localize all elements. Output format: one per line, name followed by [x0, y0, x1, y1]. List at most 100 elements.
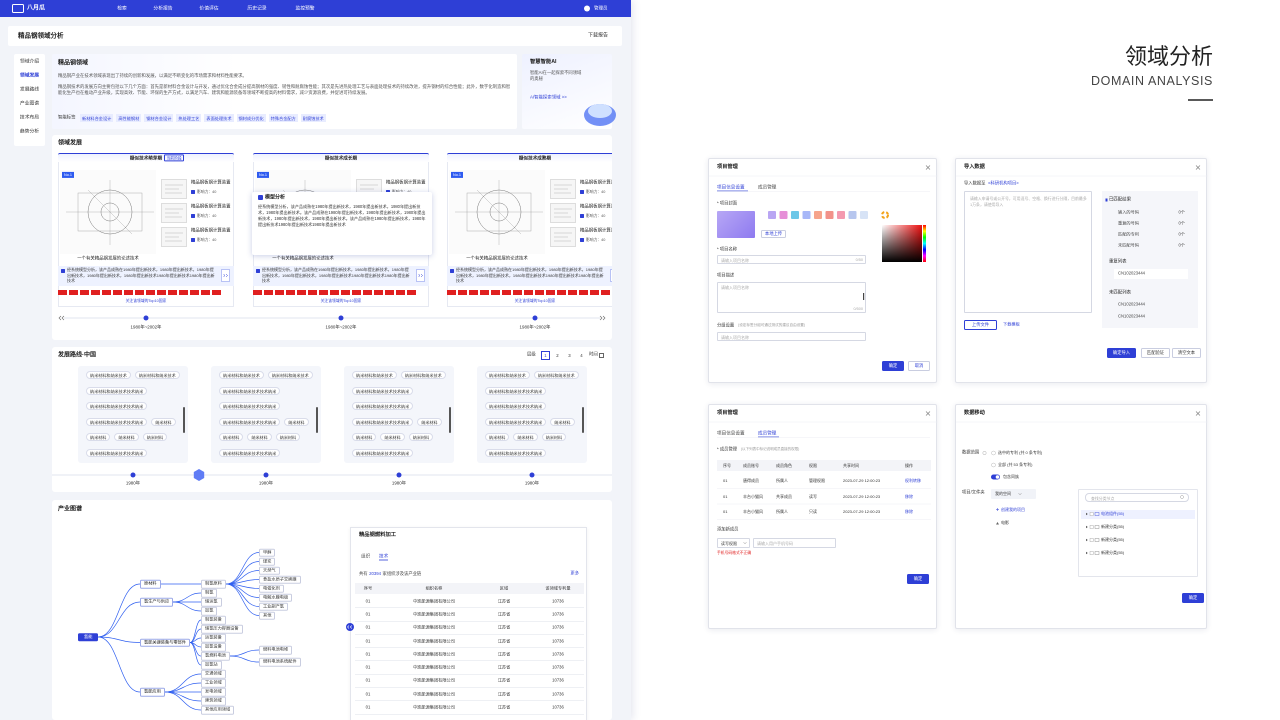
map-node: 食盐水质子交换膜 [259, 575, 301, 584]
tab[interactable]: 成员管理 [758, 183, 777, 189]
upload-button[interactable]: 上传文件 [964, 320, 997, 330]
tab[interactable]: 成员管理 [758, 429, 777, 435]
more-button[interactable] [610, 269, 612, 282]
tab[interactable]: 项目信息设置 [717, 183, 745, 189]
route-tag: 纳米材料和纳米技术技术纳米 [219, 417, 281, 426]
plus-icon [996, 508, 999, 511]
row-action[interactable]: 移除 [905, 508, 913, 514]
page-button[interactable]: 4 [580, 352, 583, 358]
time-checkbox[interactable] [599, 352, 604, 358]
tree-node[interactable]: 新建分类(55) [1101, 549, 1125, 555]
textarea[interactable]: 请输入项目名称 [717, 282, 866, 313]
button[interactable]: 确定 [1182, 593, 1204, 603]
tree-node[interactable]: 新建分类(55) [1101, 536, 1125, 542]
project-item[interactable]: 电影 [1001, 519, 1009, 525]
menu-item[interactable]: 领域发展 [19, 73, 40, 79]
patent-thumb [161, 227, 187, 247]
menu-item[interactable]: 技术布局 [19, 115, 40, 121]
switch-label[interactable]: 包含同族 [1003, 473, 1019, 479]
tag-row: 纳米材料和纳米技术技术纳米 [219, 386, 314, 395]
radio-label[interactable]: 全部 (共 53 条专利) [998, 461, 1033, 467]
intro-title: 精品钢领域 [58, 60, 89, 67]
patent-title: 精品钢板钢计算装置 [580, 227, 612, 233]
section-title: 领域发展 [58, 140, 83, 147]
cover-swatch [768, 211, 776, 219]
table-title: 精品钢燃料加工 [359, 532, 397, 539]
tag-row: 纳米材料和纳米技术技术纳米 [352, 448, 447, 457]
nav-item[interactable]: 检索 [117, 5, 127, 11]
tab[interactable]: 技术 [379, 553, 389, 559]
org-table-card: 精品钢燃料加工 组织 技术 共有 20394 家组织涉及该产业链 更多 序号 组织名称 区域 该领域… [350, 527, 587, 720]
input[interactable]: 请输入用户手机号码 [753, 538, 836, 548]
permission-select[interactable]: 读写权限 [717, 538, 750, 548]
route-tag: 纳米材料 [247, 433, 272, 441]
more-button[interactable] [221, 269, 230, 282]
menu-item[interactable]: 产业图谱 [19, 101, 40, 107]
textarea[interactable]: 请输入申请号或公开号，可用逗号、空格、换行进行分隔，目前最多1万条，请使用导入 [964, 191, 1092, 313]
upload-button[interactable]: 本地上传 [761, 230, 786, 238]
template-link[interactable]: 下载模板 [1003, 321, 1020, 327]
patent-title: 精品钢板钢计算装置 [386, 179, 426, 185]
tab[interactable]: 项目信息设置 [717, 429, 745, 435]
tree-node[interactable]: 新建分类(55) [1101, 523, 1125, 529]
button[interactable]: 取消 [908, 361, 930, 371]
countries-link[interactable]: 关注该领域的Top10国家 [514, 298, 556, 303]
user-name[interactable]: 管理员 [594, 5, 608, 11]
menu-item[interactable]: 领域介绍 [19, 59, 40, 65]
countries-link[interactable]: 关注该领域的Top10国家 [125, 298, 167, 303]
radio-label[interactable]: 选中的专利 (共 0 条专利) [998, 449, 1043, 455]
tag: 新材料合金设计 [80, 114, 114, 122]
table-cell: 所属人 [776, 477, 788, 483]
patent-impact: 影响力：40 [197, 189, 217, 194]
tree-node[interactable]: 电池组件(55) [1101, 510, 1125, 516]
analysis-box [253, 266, 429, 286]
button[interactable]: 确定 [907, 574, 929, 584]
nav-item[interactable]: 历史记录 [247, 5, 267, 11]
button[interactable]: 清空文本 [1172, 348, 1201, 358]
nav-item[interactable]: 分析报告 [153, 5, 173, 11]
color-wheel [881, 211, 889, 219]
row-action[interactable]: 权利转移 [905, 477, 921, 483]
nav-item[interactable]: 价值评估 [199, 5, 219, 11]
button[interactable]: 匹配验证 [1141, 348, 1170, 358]
search-box[interactable]: 查找分类节点 [1085, 493, 1189, 502]
map-link [225, 579, 260, 585]
tab[interactable]: 组织 [361, 553, 371, 559]
space-select[interactable]: 我的空间 [991, 489, 1036, 499]
route-tag: 纳米材料和纳米技术 [267, 371, 313, 379]
create-project[interactable]: 创建我的项目 [1001, 506, 1025, 512]
table-cell: 丰台小猫风 [743, 508, 763, 514]
field-hint: (设定标签分组可通过测试的建议自由设置) [738, 323, 806, 328]
row-action[interactable]: 移除 [905, 493, 913, 499]
patent-thumb [161, 203, 187, 223]
popup-title: 模型分析 [265, 194, 286, 201]
map-node: 加氢设备 [201, 642, 226, 652]
summary-part: 共有 [359, 571, 368, 576]
download-link[interactable]: 下载报告 [587, 32, 608, 39]
nav-item[interactable]: 监控预警 [295, 5, 315, 11]
more-link[interactable]: 更多 [570, 570, 579, 576]
table-cell: 2023-07-29 12:00:23 [843, 493, 881, 499]
page-button[interactable]: 2 [556, 352, 559, 358]
menu-item[interactable]: 趋势分析 [19, 129, 40, 135]
input[interactable]: 请输入项目名称 [717, 332, 866, 341]
map-node: 建筑领域 [201, 696, 226, 706]
input[interactable]: 请输入项目名称 [717, 255, 866, 264]
route-tag: 纳米材料和纳米技术技术纳米 [86, 448, 148, 457]
ai-link[interactable]: AI智能探索领域 >> [530, 94, 567, 100]
page-button[interactable]: 3 [568, 352, 571, 358]
button[interactable]: 确定 [882, 361, 904, 371]
countries-link[interactable]: 关注该领域的Top10国家 [320, 298, 362, 303]
more-button[interactable] [416, 269, 425, 282]
table-cell: 中凯能源集团有限公司 [413, 598, 455, 604]
logo-icon [12, 4, 24, 13]
button[interactable]: 确定导入 [1107, 348, 1136, 358]
cover-image [717, 211, 755, 238]
route-tag: 纳米材料 [219, 433, 244, 441]
tag: 表面处理技术 [204, 114, 234, 122]
page-button[interactable]: 1 [541, 350, 550, 360]
panel-title: 已匹配结果 [1109, 196, 1131, 202]
map-node: 工业领域 [201, 678, 226, 688]
menu-item[interactable]: 发展路线 [19, 87, 40, 93]
unmatched-number: CN102023444 [1118, 313, 1146, 319]
